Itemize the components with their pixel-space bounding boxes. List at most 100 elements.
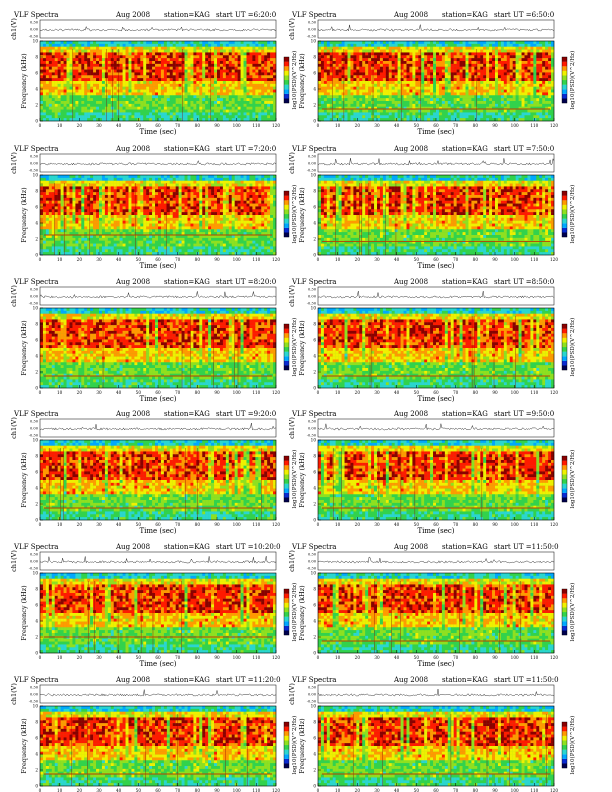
spectrogram-cell (51, 106, 55, 110)
spectrogram-cell (548, 75, 552, 79)
spectrogram-cell (48, 243, 52, 247)
spectrogram-cell (222, 49, 226, 53)
spectrogram-cell (456, 86, 460, 90)
spectrogram-cell (234, 118, 238, 122)
spectrogram-cell (335, 118, 339, 122)
spectrogram-cell (96, 43, 100, 47)
spectrogram-cell (270, 118, 274, 122)
spectrogram-cell (181, 63, 185, 67)
spectrogram-cell (518, 86, 522, 90)
spectrogram-cell (453, 106, 457, 110)
spectrogram-cell (492, 83, 496, 87)
spectrogram-cell (78, 43, 82, 47)
ch1-tick-label: 0.00 (30, 28, 39, 32)
spectrogram-cell (465, 69, 469, 73)
spectrogram-cell (536, 43, 540, 47)
spectrogram-cell (45, 206, 49, 210)
spectrogram-cell (131, 66, 135, 70)
spectrogram-cell (539, 83, 543, 87)
spectrogram-cell (368, 83, 372, 87)
spectrogram-cell (497, 55, 502, 59)
spectrogram-cell (48, 72, 52, 76)
spectrogram-cell (69, 186, 73, 190)
spectrogram-cell (471, 78, 475, 82)
spectrogram-cell (495, 109, 499, 113)
spectrogram-cell (436, 106, 440, 110)
spectrogram-cell (379, 72, 384, 76)
spectrogram-cell (107, 103, 111, 107)
spectrogram-cell (199, 118, 203, 122)
spectrogram-cell (480, 55, 484, 59)
spectrogram-cell (450, 43, 454, 47)
spectrogram-cell (101, 101, 106, 105)
spectrogram-cell (87, 55, 91, 59)
spectrogram-cell (418, 115, 422, 119)
spectrogram-cell (57, 75, 61, 79)
spectrogram-cell (128, 112, 132, 116)
spectrogram-cell (382, 95, 386, 99)
spectrogram-cell (267, 46, 271, 50)
spectrogram-cell (225, 41, 229, 45)
spectrogram-cell (45, 43, 49, 47)
spectrogram-cell (96, 109, 100, 113)
spectrogram-cell (436, 69, 440, 73)
spectrogram-cell (249, 86, 253, 90)
spectrogram-cell (225, 52, 229, 56)
spectrogram-cell (430, 43, 434, 47)
spectrogram-cell (521, 72, 525, 76)
spectrogram-cell (234, 106, 238, 110)
time-tick-label: 20 (355, 123, 361, 128)
spectrogram-cell (512, 72, 516, 76)
spectrogram-cell (181, 106, 185, 110)
spectrogram-cell (539, 81, 543, 85)
spectrogram-cell (69, 78, 73, 82)
spectrogram-cell (175, 83, 179, 87)
spectrogram-cell (539, 89, 543, 93)
spectrogram-cell (181, 43, 185, 47)
spectrogram-cell (219, 78, 224, 82)
spectrogram-cell (255, 49, 259, 53)
spectrogram-cell (158, 86, 162, 90)
spectrogram-cell (391, 78, 395, 82)
spectrogram-cell (539, 72, 543, 76)
spectrogram-cell (527, 61, 531, 65)
spectrogram-cell (365, 69, 369, 73)
freq-tick-label: 4 (35, 87, 38, 92)
spectrogram-cell (489, 103, 493, 107)
spectrogram-cell (533, 115, 537, 119)
spectrogram-cell (208, 49, 212, 53)
spectrogram-cell (350, 52, 354, 56)
time-tick-label: 40 (116, 123, 122, 128)
ch1-tick-label: -0.30 (29, 35, 39, 39)
spectrogram-cell (54, 66, 58, 70)
spectrogram-cell (217, 101, 221, 105)
spectrogram-cell (486, 89, 490, 93)
spectrogram-cell (181, 109, 185, 113)
spectrogram-cell (178, 49, 182, 53)
spectrogram-cell (474, 55, 478, 59)
spectrogram-cell (172, 43, 176, 47)
spectrogram-cell (48, 192, 52, 196)
spectrogram-cell (548, 78, 552, 82)
spectrogram-cell (158, 106, 162, 110)
spectrogram-cell (143, 58, 147, 62)
spectrogram-cell (81, 83, 85, 87)
spectrogram-cell (146, 46, 150, 50)
spectrogram-cell (385, 61, 389, 65)
spectrogram-cell (326, 61, 330, 65)
spectrogram-cell (530, 52, 534, 56)
spectrogram-cell (193, 41, 197, 45)
spectrogram-cell (40, 177, 44, 181)
spectrogram-cell (149, 43, 153, 47)
spectrogram-cell (172, 115, 176, 119)
spectrogram-cell (433, 63, 437, 67)
spectrogram-cell (48, 89, 52, 93)
spectrogram-cell (60, 75, 64, 79)
spectrogram-cell (146, 43, 150, 47)
spectrogram-cell (374, 92, 378, 96)
spectrogram-cell (222, 61, 226, 65)
spectrogram-cell (246, 101, 250, 105)
spectrogram-cell (374, 103, 378, 107)
spectrogram-cell (152, 46, 156, 50)
spectrogram-cell (146, 115, 150, 119)
